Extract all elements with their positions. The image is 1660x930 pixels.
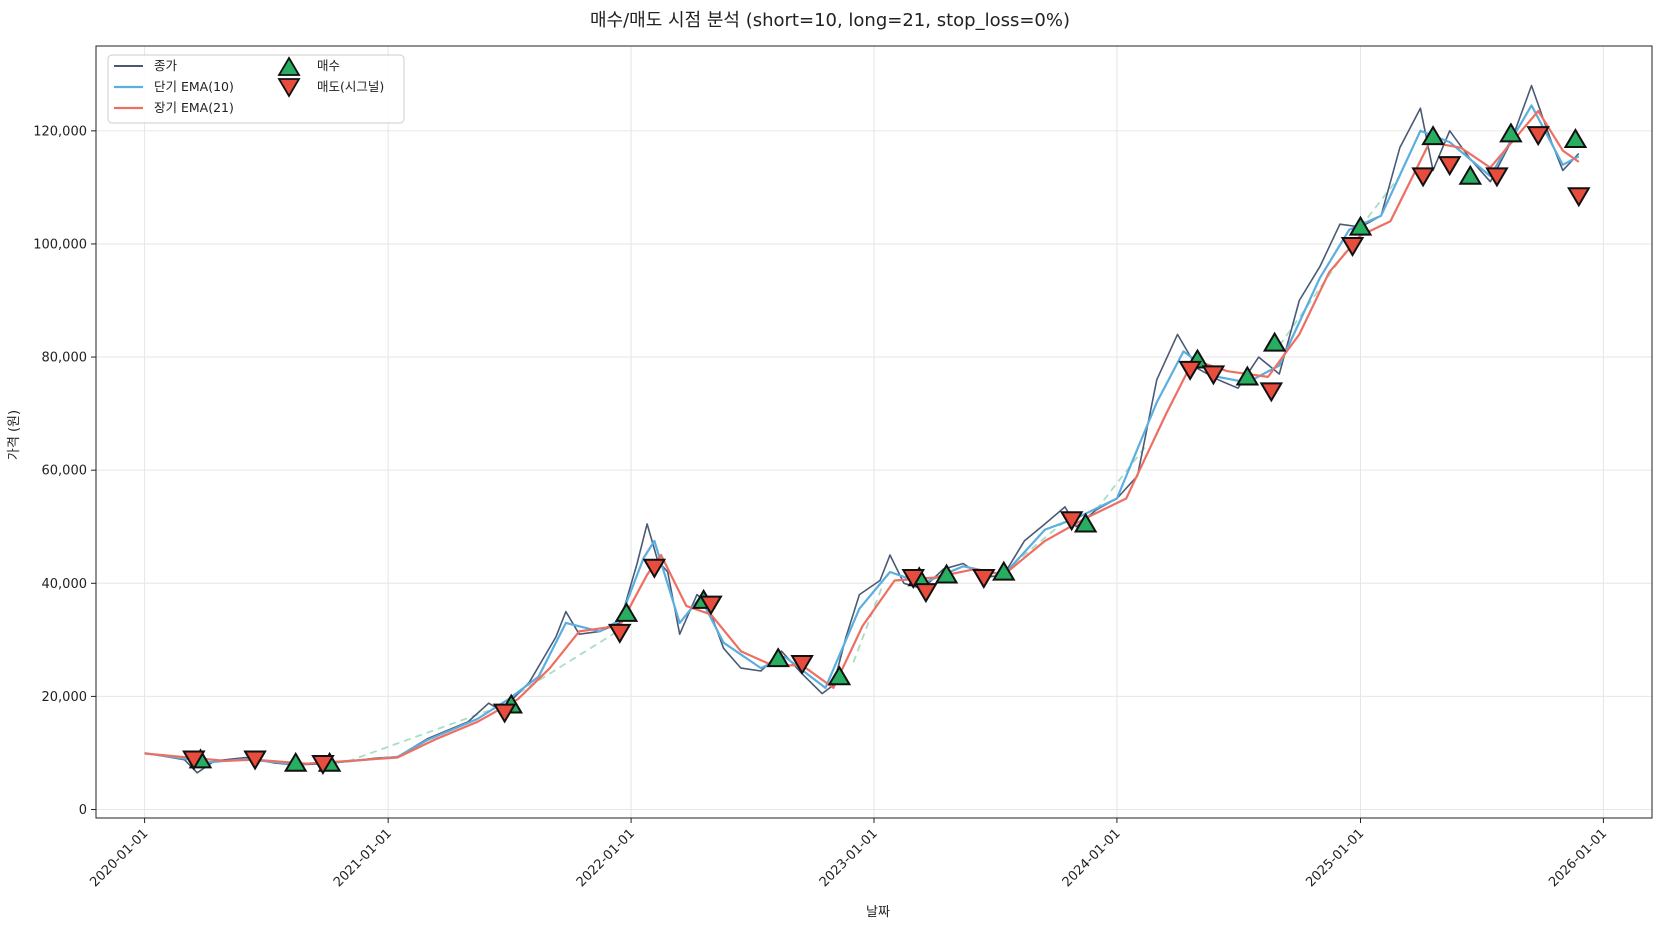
legend-label-sell: 매도(시그널) — [317, 79, 384, 94]
sell-marker — [642, 558, 667, 579]
sell-marker — [1201, 365, 1226, 386]
chart-title: 매수/매도 시점 분석 (short=10, long=21, stop_los… — [590, 10, 1070, 31]
x-axis-ticks: 2020-01-01 2021-01-01 2022-01-01 2023-01-01… — [87, 818, 1610, 890]
x-tick-label: 2024-01-01 — [1060, 826, 1124, 890]
y-tick-label: 40,000 — [42, 577, 88, 592]
y-axis-ticks: 0 20,000 40,000 60,000 80,000 100,000 120,000 — [33, 124, 96, 818]
legend-swatch-buy — [277, 56, 301, 76]
sell-marker — [492, 703, 517, 724]
sell-marker — [1567, 187, 1591, 208]
legend-label-buy: 매수 — [317, 58, 340, 73]
sell-marker — [790, 654, 814, 675]
trade-connector-line — [508, 622, 632, 700]
buy-marker — [283, 751, 308, 772]
sell-marker — [1485, 167, 1509, 188]
x-axis-label: 날짜 — [866, 905, 890, 920]
trade-connector-line — [1095, 444, 1148, 511]
sell-marker — [914, 583, 938, 604]
sell-marker — [1259, 382, 1284, 403]
plot-area — [144, 84, 1591, 776]
series-line-close — [144, 84, 1580, 774]
buy-marker — [1421, 125, 1445, 146]
buy-marker — [1348, 215, 1373, 236]
grid-lines — [96, 46, 1652, 818]
sell-marker — [311, 755, 335, 776]
buy-marker — [934, 563, 959, 584]
y-tick-label: 60,000 — [42, 464, 88, 479]
y-tick-label: 0 — [79, 803, 87, 818]
legend: 종가 단기 EMA(10) 장기 EMA(21) 매수 매도(시그널) — [107, 54, 405, 124]
x-tick-label: 2025-01-01 — [1303, 826, 1367, 890]
sell-marker — [1059, 511, 1084, 532]
sell-marker — [243, 750, 267, 771]
signal-markers — [182, 122, 1591, 776]
buy-marker — [1235, 365, 1260, 386]
sell-marker — [1340, 236, 1365, 257]
y-tick-label: 20,000 — [42, 690, 88, 705]
buy-marker — [614, 601, 639, 622]
sell-marker — [1411, 167, 1435, 188]
sell-marker — [699, 595, 723, 616]
series-lines — [144, 84, 1580, 774]
y-tick-label: 100,000 — [33, 237, 87, 252]
sell-marker — [182, 750, 206, 771]
legend-label-ema-long: 장기 EMA(21) — [154, 100, 234, 115]
trade-connector-line — [852, 582, 885, 663]
sell-marker — [1178, 360, 1202, 381]
x-tick-label: 2022-01-01 — [574, 826, 638, 890]
x-tick-label: 2020-01-01 — [87, 826, 151, 890]
legend-box — [107, 54, 405, 124]
x-tick-label: 2023-01-01 — [817, 826, 881, 890]
sell-marker — [901, 568, 926, 589]
x-tick-label: 2021-01-01 — [331, 826, 395, 890]
x-tick-label: 2026-01-01 — [1546, 826, 1610, 890]
sell-marker — [1437, 156, 1462, 177]
buy-marker — [766, 647, 790, 668]
trade-connector-line — [347, 709, 489, 763]
buy-marker — [1499, 122, 1523, 143]
legend-label-close: 종가 — [154, 58, 178, 73]
buy-marker — [1563, 127, 1588, 148]
buy-marker — [992, 560, 1016, 581]
series-line-ema-long — [144, 109, 1580, 765]
legend-label-ema-short: 단기 EMA(10) — [154, 79, 234, 94]
series-line-ema-short — [144, 104, 1580, 766]
trade-connector-line — [1359, 175, 1401, 228]
sell-marker — [972, 568, 996, 589]
sell-marker — [608, 623, 632, 644]
y-axis-label: 가격 (원) — [7, 410, 22, 460]
buy-marker — [1458, 164, 1483, 185]
buy-marker — [1262, 331, 1287, 352]
buy-marker — [827, 665, 852, 686]
legend-swatch-sell — [277, 78, 301, 98]
y-tick-label: 120,000 — [33, 124, 87, 139]
buy-marker — [1073, 512, 1098, 533]
sell-marker — [1526, 126, 1550, 147]
y-tick-label: 80,000 — [42, 351, 88, 366]
